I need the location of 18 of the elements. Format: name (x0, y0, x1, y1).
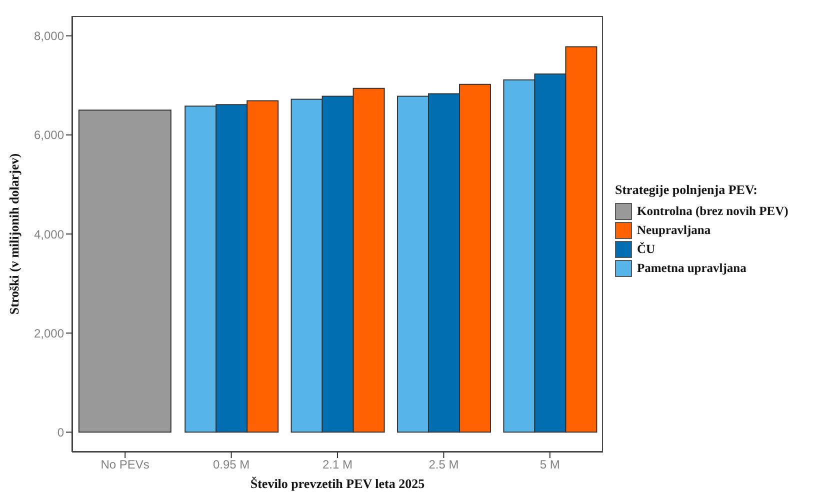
x-axis-title: Število prevzetih PEV leta 2025 (250, 476, 426, 491)
legend-label: ČU (637, 242, 656, 257)
x-tick-label: 0.95 M (212, 458, 250, 472)
y-tick-label: 4,000 (34, 227, 64, 242)
x-tick-label: 2.5 M (428, 458, 459, 472)
legend-title: Strategije polnjenja PEV: (615, 182, 759, 198)
legend-label: Neupravljana (637, 223, 711, 238)
y-tick-label: 0 (57, 425, 64, 440)
y-tick-label: 6,000 (34, 128, 64, 142)
bar (78, 110, 172, 433)
legend-label: Kontrolna (brez novih PEV) (637, 204, 788, 219)
y-axis-title: Stroški (v milijonih dolarjev) (6, 153, 22, 315)
legend-label: Pametna upravljana (637, 261, 746, 276)
x-tick-label: 2.1 M (322, 458, 353, 472)
x-tick-label: No PEVs (100, 458, 150, 472)
x-tick-label: 5 M (540, 458, 560, 472)
y-tick-label: 2,000 (34, 326, 64, 340)
y-tick-label: 8,000 (34, 29, 64, 44)
